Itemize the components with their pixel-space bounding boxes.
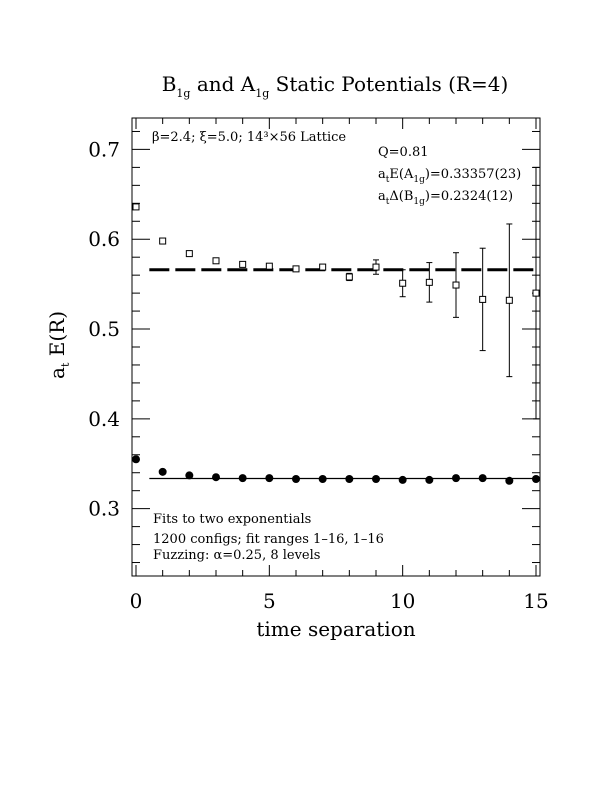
energy-annotation: atE(A1g)=0.33357(23)	[378, 167, 521, 185]
a1g-point	[452, 474, 460, 483]
a1g-point	[345, 475, 354, 484]
x-tick-label: 0	[130, 589, 143, 613]
a1g-marker	[212, 473, 220, 482]
x-tick-label: 15	[523, 589, 548, 613]
b1g-point	[425, 262, 433, 303]
a1g-marker	[238, 474, 247, 483]
y-tick-label: 0.3	[88, 497, 120, 521]
b1g-point	[239, 260, 247, 268]
a1g-point	[398, 475, 407, 484]
b1g-marker	[532, 289, 540, 297]
a1g-marker	[425, 475, 434, 484]
b1g-point	[399, 269, 407, 298]
b1g-point	[532, 166, 540, 420]
a1g-point	[532, 475, 540, 484]
b1g-point	[212, 257, 220, 265]
b1g-point	[292, 265, 300, 273]
y-tick-label: 0.6	[88, 227, 120, 251]
y-tick-label: 0.4	[88, 407, 120, 431]
y-tick-label: 0.7	[88, 137, 120, 161]
a1g-point	[158, 467, 167, 476]
b1g-marker	[319, 263, 327, 271]
a1g-marker	[185, 471, 194, 480]
a1g-marker	[372, 475, 380, 484]
axis-tick-labels: 0 5 10 15 0.3 0.4 0.5 0.6 0.7	[88, 137, 549, 613]
b1g-marker	[505, 296, 513, 304]
b1g-marker	[212, 257, 220, 265]
data-series	[132, 166, 540, 485]
b1g-point	[505, 223, 513, 378]
b1g-marker	[132, 203, 140, 211]
a1g-marker	[398, 475, 407, 484]
b1g-marker	[292, 265, 300, 273]
gap-annotation: atΔ(B1g)=0.2324(12)	[378, 189, 513, 207]
b1g-point	[159, 237, 167, 245]
b1g-marker	[372, 263, 380, 271]
configs-annotation: 1200 configs; fit ranges 1–16, 1–16	[153, 532, 384, 547]
a1g-marker	[532, 475, 540, 484]
a1g-point	[265, 474, 274, 483]
chart-title: B1g and A1g Static Potentials (R=4)	[162, 72, 509, 100]
a1g-marker	[132, 455, 140, 464]
fuzzing-annotation: Fuzzing: α=0.25, 8 levels	[153, 548, 320, 563]
b1g-marker	[265, 262, 273, 270]
a1g-point	[318, 475, 327, 484]
a1g-point	[212, 473, 220, 482]
lattice-annotation: β=2.4; ξ=5.0; 14³×56 Lattice	[152, 130, 346, 145]
a1g-point	[185, 471, 194, 480]
a1g-point	[505, 476, 514, 485]
b1g-marker	[452, 281, 460, 289]
a1g-marker	[505, 476, 514, 485]
a1g-marker	[265, 474, 274, 483]
a1g-marker	[292, 475, 300, 484]
b1g-point	[372, 259, 380, 275]
b1g-marker	[239, 260, 247, 268]
b1g-marker	[159, 237, 167, 245]
a1g-point	[292, 475, 300, 484]
b1g-point	[132, 203, 140, 211]
b1g-marker	[479, 295, 487, 303]
x-axis-label: time separation	[256, 617, 415, 641]
fits-annotation: Fits to two exponentials	[153, 512, 311, 527]
y-axis-label: at E(R)	[45, 311, 72, 379]
y-tick-label: 0.5	[88, 317, 120, 341]
b1g-point	[185, 250, 193, 258]
b1g-point	[452, 252, 460, 318]
a1g-point	[425, 475, 434, 484]
a1g-marker	[318, 475, 327, 484]
fit-lines	[149, 268, 536, 480]
x-tick-label: 5	[263, 589, 276, 613]
b1g-marker	[185, 250, 193, 258]
q-annotation: Q=0.81	[378, 145, 429, 160]
b1g-point	[319, 263, 327, 271]
a1g-marker	[478, 474, 487, 483]
axis-ticks	[132, 118, 540, 576]
a1g-point	[478, 474, 487, 483]
a1g-marker	[452, 474, 460, 483]
a1g-point	[238, 474, 247, 483]
x-tick-label: 10	[390, 589, 415, 613]
b1g-marker	[425, 278, 433, 286]
a1g-point	[372, 475, 380, 484]
a1g-marker	[345, 475, 354, 484]
a1g-marker	[158, 467, 167, 476]
b1g-point	[479, 247, 487, 352]
a1g-point	[132, 455, 140, 464]
b1g-point	[265, 262, 273, 270]
b1g-marker	[345, 273, 353, 281]
b1g-point	[345, 272, 353, 282]
plot-frame	[131, 117, 541, 577]
b1g-marker	[399, 279, 407, 287]
